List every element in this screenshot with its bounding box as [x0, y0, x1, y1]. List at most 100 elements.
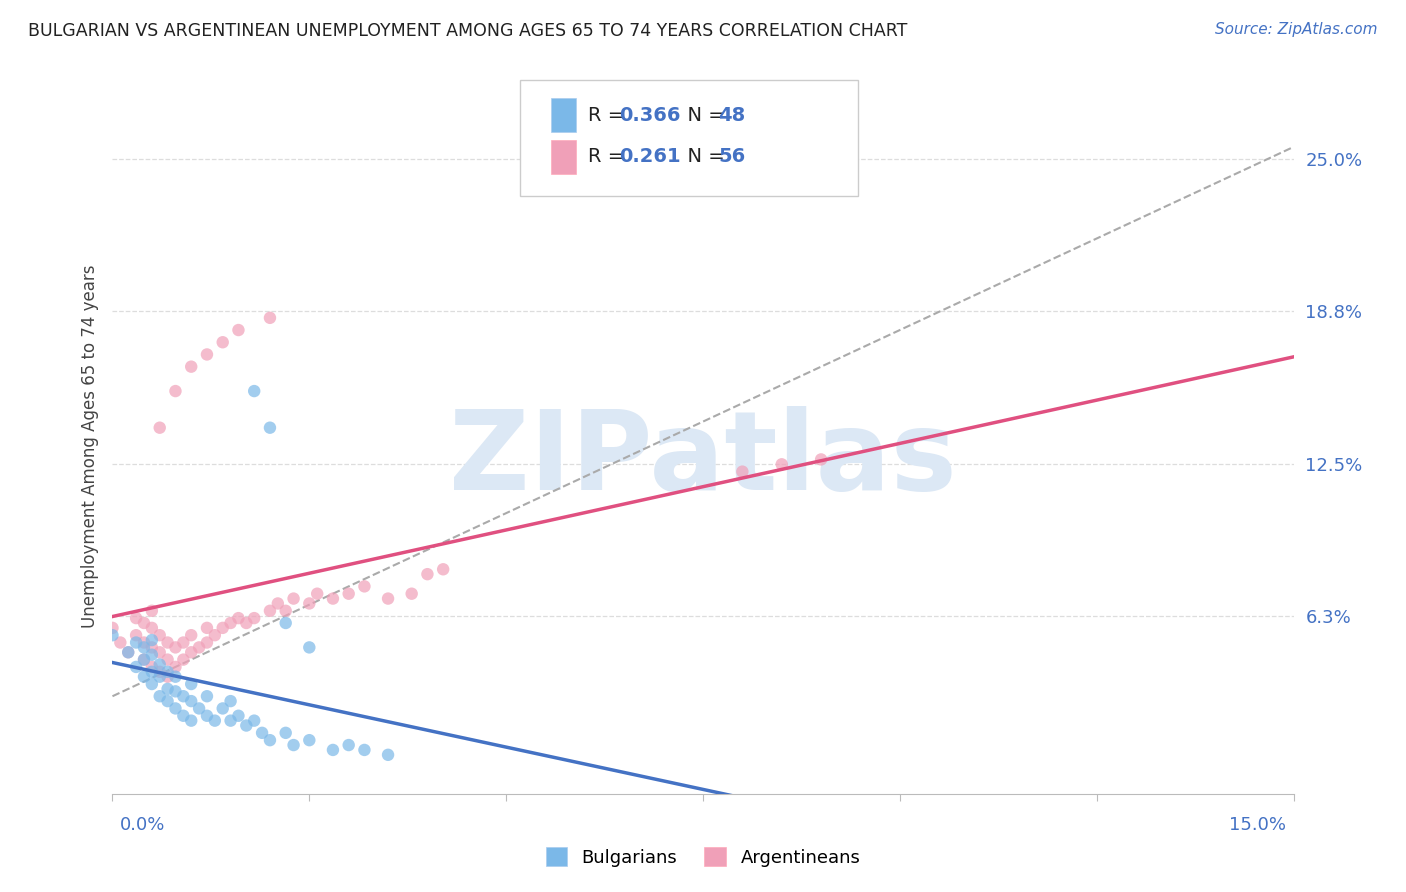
Point [149, 665, 172, 679]
Point [180, 359, 202, 374]
Point [432, 562, 454, 576]
Point [322, 591, 344, 606]
Point [195, 708, 218, 723]
Point [298, 597, 321, 611]
Point [188, 701, 211, 715]
Point [283, 738, 305, 752]
Point [204, 714, 226, 728]
Point [117, 645, 139, 659]
Point [117, 645, 139, 659]
Text: 48: 48 [718, 105, 745, 125]
Point [149, 657, 172, 672]
Point [274, 604, 297, 618]
Point [337, 587, 360, 601]
Point [298, 733, 321, 747]
Point [156, 670, 179, 684]
Point [132, 652, 155, 666]
Point [132, 670, 155, 684]
Point [156, 681, 179, 696]
Point [259, 420, 281, 434]
Point [250, 726, 273, 740]
Point [219, 615, 242, 630]
Point [172, 652, 194, 666]
Point [180, 694, 202, 708]
Point [731, 465, 754, 479]
Point [125, 635, 148, 649]
Point [307, 587, 329, 601]
Text: 0.366: 0.366 [619, 105, 681, 125]
Point [235, 615, 257, 630]
Point [180, 645, 202, 659]
Point [274, 615, 297, 630]
Point [204, 628, 226, 642]
Point [132, 640, 155, 655]
Point [149, 628, 172, 642]
Point [141, 677, 163, 691]
Point [211, 335, 233, 350]
Point [165, 640, 187, 655]
Point [243, 611, 266, 625]
Point [228, 323, 250, 337]
Point [149, 420, 172, 434]
Point [172, 635, 194, 649]
Point [132, 652, 155, 666]
Point [172, 708, 194, 723]
Point [322, 743, 344, 757]
Point [377, 591, 399, 606]
Point [353, 579, 375, 593]
Point [770, 458, 793, 472]
Text: 15.0%: 15.0% [1229, 816, 1286, 834]
Point [195, 621, 218, 635]
Point [156, 694, 179, 708]
Legend: Bulgarians, Argentineans: Bulgarians, Argentineans [538, 840, 868, 874]
Point [132, 615, 155, 630]
Point [149, 670, 172, 684]
Point [195, 635, 218, 649]
Point [219, 714, 242, 728]
Point [188, 640, 211, 655]
Point [156, 665, 179, 679]
Point [141, 640, 163, 655]
Point [211, 701, 233, 715]
Text: R =: R = [588, 147, 630, 167]
Point [401, 587, 423, 601]
Point [165, 660, 187, 674]
Text: ZIPatlas: ZIPatlas [449, 407, 957, 514]
Point [298, 640, 321, 655]
Point [156, 635, 179, 649]
Point [141, 604, 163, 618]
Point [141, 633, 163, 648]
Text: 0.0%: 0.0% [120, 816, 165, 834]
Text: N =: N = [675, 147, 731, 167]
Text: Source: ZipAtlas.com: Source: ZipAtlas.com [1215, 22, 1378, 37]
Text: BULGARIAN VS ARGENTINEAN UNEMPLOYMENT AMONG AGES 65 TO 74 YEARS CORRELATION CHAR: BULGARIAN VS ARGENTINEAN UNEMPLOYMENT AM… [28, 22, 907, 40]
Point [283, 591, 305, 606]
Point [219, 694, 242, 708]
Point [211, 621, 233, 635]
Text: R =: R = [588, 105, 630, 125]
Point [337, 738, 360, 752]
Y-axis label: Unemployment Among Ages 65 to 74 years: Unemployment Among Ages 65 to 74 years [80, 264, 98, 628]
Point [195, 690, 218, 704]
Point [228, 708, 250, 723]
Point [267, 597, 290, 611]
Text: 56: 56 [718, 147, 745, 167]
Point [165, 384, 187, 398]
Point [228, 611, 250, 625]
Point [165, 670, 187, 684]
Point [156, 652, 179, 666]
Point [172, 690, 194, 704]
Point [259, 733, 281, 747]
Point [125, 611, 148, 625]
Point [353, 743, 375, 757]
Point [235, 718, 257, 732]
Point [101, 628, 124, 642]
Point [274, 726, 297, 740]
Point [416, 567, 439, 582]
Point [125, 660, 148, 674]
Point [141, 648, 163, 662]
Point [195, 347, 218, 361]
Point [141, 660, 163, 674]
Text: 0.261: 0.261 [619, 147, 681, 167]
Point [149, 645, 172, 659]
